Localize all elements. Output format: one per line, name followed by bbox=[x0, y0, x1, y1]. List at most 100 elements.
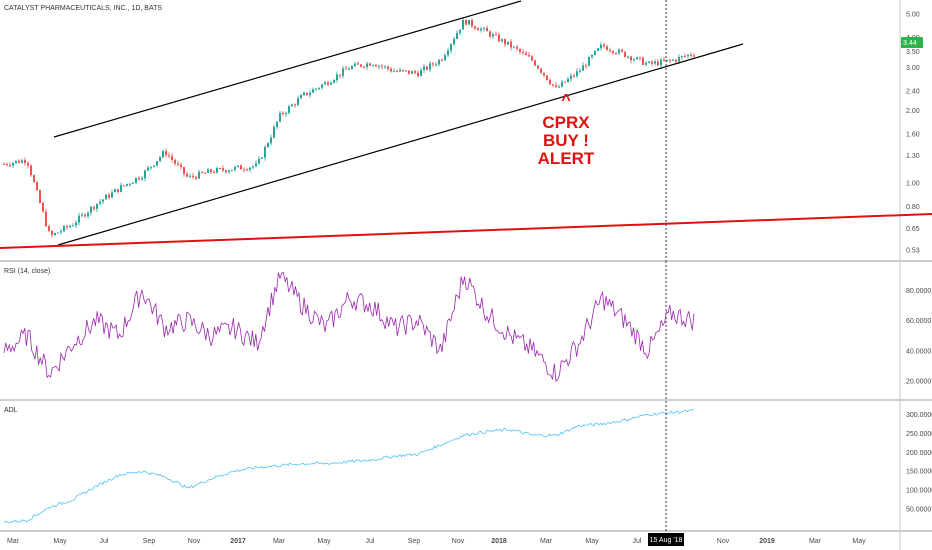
candle-body bbox=[684, 56, 686, 58]
candle-body bbox=[282, 112, 284, 115]
time-tick-label: May bbox=[317, 538, 331, 545]
candle-body bbox=[651, 61, 653, 64]
candle-body bbox=[159, 157, 161, 162]
candle-body bbox=[489, 31, 491, 37]
time-tick-label: Jul bbox=[100, 538, 109, 545]
candle-body bbox=[468, 19, 470, 25]
candle-body bbox=[123, 185, 125, 187]
time-tick-label: Mar bbox=[540, 538, 553, 545]
adl-tick-label: 250.0000 bbox=[906, 431, 932, 438]
candle-body bbox=[426, 66, 428, 70]
candle-body bbox=[429, 63, 431, 70]
candle-body bbox=[609, 50, 611, 52]
candle-body bbox=[585, 65, 587, 67]
candle-body bbox=[357, 63, 359, 65]
candle-body bbox=[576, 71, 578, 77]
candle-body bbox=[588, 57, 590, 67]
time-tick-label: Nov bbox=[188, 538, 201, 545]
candle-body bbox=[360, 64, 362, 67]
candle-body bbox=[447, 50, 449, 56]
adl-line bbox=[3, 409, 695, 524]
price-tick-label: 2.40 bbox=[906, 89, 920, 96]
candle-body bbox=[165, 151, 167, 156]
candle-body bbox=[234, 166, 236, 170]
candle-body bbox=[63, 225, 65, 232]
candle-body bbox=[627, 56, 629, 58]
candle-body bbox=[195, 176, 197, 179]
candle-body bbox=[384, 66, 386, 68]
candle-body bbox=[48, 226, 50, 232]
candle-body bbox=[270, 137, 272, 144]
candle-body bbox=[405, 70, 407, 72]
candle-body bbox=[81, 214, 83, 216]
candle-body bbox=[6, 164, 8, 166]
candle-body bbox=[120, 185, 122, 192]
adl-title: ADL bbox=[4, 407, 18, 414]
candle-body bbox=[420, 70, 422, 77]
rsi-tick-label: 80.0000 bbox=[906, 288, 931, 295]
candle-body bbox=[252, 166, 254, 168]
candle-body bbox=[171, 156, 173, 160]
candle-body bbox=[51, 231, 53, 236]
candle-body bbox=[606, 46, 608, 51]
candle-body bbox=[333, 80, 335, 83]
candle-body bbox=[150, 166, 152, 168]
candle-body bbox=[201, 171, 203, 173]
time-axis: Mar May Jul Sep Nov 2017 Mar May Jul Sep Nov 2018 Ma… bbox=[7, 538, 866, 545]
candle-body bbox=[3, 163, 5, 165]
adl-pane: 300.0000 250.0000 200.0000 150.0000 100.0000… bbox=[3, 409, 932, 524]
candle-body bbox=[579, 70, 581, 72]
candle-body bbox=[471, 19, 473, 27]
candle-body bbox=[612, 51, 614, 54]
candle-body bbox=[615, 53, 617, 55]
candle-body bbox=[456, 32, 458, 40]
candle-body bbox=[666, 59, 668, 61]
candle-body bbox=[318, 87, 320, 89]
candle-body bbox=[306, 92, 308, 96]
candle-body bbox=[501, 39, 503, 42]
candle-body bbox=[288, 106, 290, 113]
candle-body bbox=[66, 225, 68, 228]
candle-body bbox=[408, 70, 410, 74]
channel-lower-line bbox=[57, 43, 744, 246]
candle-body bbox=[351, 66, 353, 69]
candle-body bbox=[369, 63, 371, 66]
candle-body bbox=[147, 167, 149, 171]
price-tick-label: 2.00 bbox=[906, 108, 920, 115]
candle-body bbox=[189, 175, 191, 177]
candle-body bbox=[567, 78, 569, 83]
candle-body bbox=[669, 59, 671, 61]
candle-body bbox=[462, 19, 464, 30]
candle-body bbox=[648, 61, 650, 63]
candle-body bbox=[237, 165, 239, 167]
candle-body bbox=[207, 169, 209, 173]
candle-body bbox=[687, 54, 689, 57]
candle-body bbox=[321, 84, 323, 88]
candle-body bbox=[291, 104, 293, 107]
price-tick-label: 0.53 bbox=[906, 247, 920, 254]
candle-body bbox=[141, 178, 143, 180]
candle-body bbox=[177, 163, 179, 165]
candle-body bbox=[591, 54, 593, 58]
candle-body bbox=[423, 66, 425, 71]
candle-body bbox=[168, 155, 170, 157]
candle-body bbox=[144, 170, 146, 179]
alert-line-3: ALERT bbox=[538, 149, 595, 168]
candle-body bbox=[543, 72, 545, 76]
rsi-tick-label: 60.0000 bbox=[906, 318, 931, 325]
candle-body bbox=[96, 203, 98, 209]
candle-body bbox=[279, 112, 281, 122]
time-tick-label: 2017 bbox=[230, 538, 246, 545]
candle-body bbox=[36, 182, 38, 191]
adl-tick-label: 50.0000 bbox=[906, 506, 931, 513]
candle-body bbox=[156, 161, 158, 166]
candle-body bbox=[645, 62, 647, 65]
candle-body bbox=[594, 50, 596, 55]
candle-body bbox=[102, 199, 104, 202]
candle-body bbox=[54, 233, 56, 236]
candle-body bbox=[516, 46, 518, 50]
candle-body bbox=[213, 171, 215, 173]
candle-body bbox=[438, 59, 440, 65]
price-candles bbox=[3, 17, 695, 238]
